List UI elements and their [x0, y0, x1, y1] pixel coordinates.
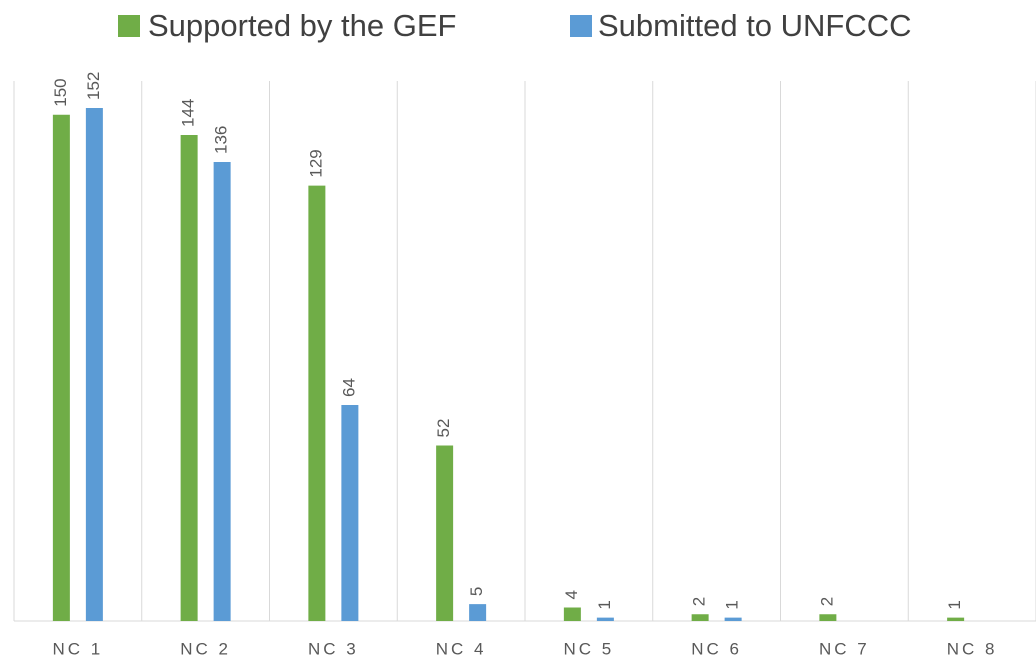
x-tick-label: NC 4: [436, 639, 487, 658]
x-tick-label: NC 6: [691, 639, 742, 658]
bar: [436, 445, 454, 621]
legend-swatch: [118, 15, 140, 37]
data-label: 144: [179, 99, 198, 127]
bar: [563, 607, 581, 621]
bar: [85, 108, 103, 621]
data-label: 64: [339, 378, 358, 397]
x-tick-label: NC 3: [308, 639, 359, 658]
data-label: 152: [84, 72, 103, 100]
bar: [691, 614, 709, 621]
x-tick-label: NC 7: [819, 639, 870, 658]
data-label: 2: [690, 597, 709, 606]
bar: [213, 162, 231, 621]
bar: [469, 604, 487, 621]
bar: [180, 135, 198, 621]
x-tick-label: NC 1: [53, 639, 104, 658]
data-label: 1: [723, 600, 742, 609]
bar: [819, 614, 837, 621]
bar: [341, 405, 359, 621]
data-label: 150: [51, 78, 70, 106]
x-tick-label: NC 2: [180, 639, 231, 658]
bar: [52, 114, 70, 621]
x-tick-label: NC 8: [947, 639, 998, 658]
bar: [308, 185, 326, 621]
data-label: 1: [595, 600, 614, 609]
data-label: 2: [817, 597, 836, 606]
legend-label: Supported by the GEF: [148, 8, 456, 43]
data-label: 1: [945, 600, 964, 609]
data-label: 4: [562, 590, 581, 599]
data-label: 5: [467, 587, 486, 596]
legend-swatch: [570, 15, 592, 37]
bar: [724, 617, 742, 621]
data-label: 52: [434, 419, 453, 438]
legend-label: Submitted to UNFCCC: [598, 8, 912, 43]
bar: [947, 617, 965, 621]
x-tick-label: NC 5: [564, 639, 615, 658]
bar: [596, 617, 614, 621]
data-label: 136: [212, 126, 231, 154]
data-label: 129: [306, 149, 325, 177]
